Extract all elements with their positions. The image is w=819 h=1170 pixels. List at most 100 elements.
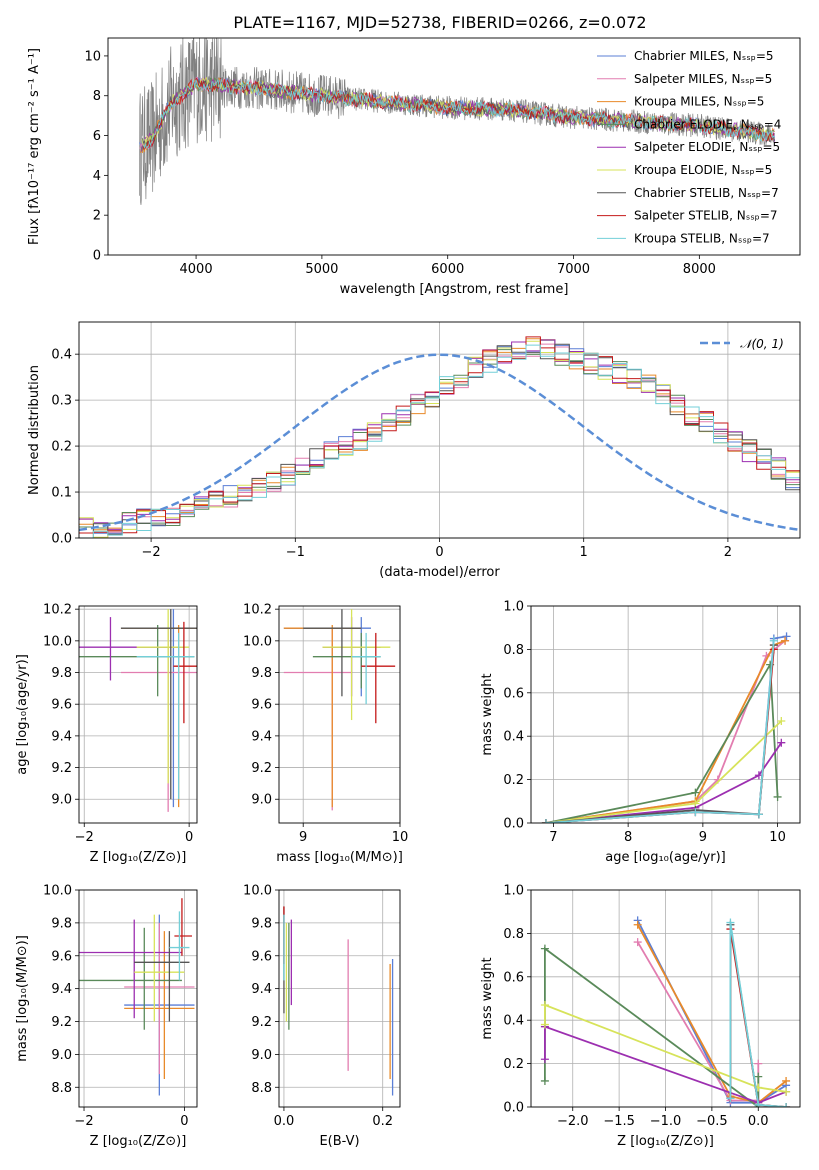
y-tick-label: 9.2 — [51, 1015, 72, 1030]
histogram-3 — [79, 339, 800, 529]
series-line-8 — [545, 640, 775, 823]
y-axis-label: age [log₁₀(age/yr)] — [15, 654, 30, 775]
y-tick-label: 0.8 — [503, 643, 524, 658]
series-marker-3 — [540, 944, 549, 953]
x-axis-label: age [log₁₀(age/yr)] — [605, 850, 726, 865]
x-tick-label: 0 — [435, 545, 443, 560]
series-marker-8 — [726, 918, 735, 927]
axes-frame — [78, 889, 198, 1108]
histogram-7 — [79, 336, 800, 534]
series-line-2 — [636, 924, 787, 1104]
series-marker-3 — [540, 1076, 549, 1085]
y-tick-label: 0.8 — [503, 927, 524, 942]
x-tick-label: −1.0 — [650, 1114, 682, 1129]
series-marker-4 — [540, 1055, 549, 1064]
y-tick-label: 9.0 — [51, 1048, 72, 1063]
histogram-8 — [79, 344, 800, 538]
x-tick-label: 7000 — [557, 262, 590, 277]
y-tick-label: 10.0 — [243, 884, 272, 899]
y-tick-label: 9.2 — [51, 761, 72, 776]
y-tick-label: 0.6 — [503, 970, 524, 985]
axes-frame — [78, 321, 801, 539]
series-marker-1 — [633, 938, 642, 947]
series-line-4 — [545, 742, 783, 823]
plot-area — [79, 336, 800, 538]
histogram-2 — [79, 338, 800, 531]
plot-area — [283, 609, 396, 811]
series-line-4 — [544, 1025, 787, 1104]
x-tick-label: −2 — [75, 830, 94, 845]
axes-frame — [278, 889, 401, 1108]
y-tick-label: 9.8 — [51, 916, 72, 931]
y-tick-label: 0.0 — [503, 1101, 524, 1116]
panel-age-vs-mass: 9 10 9.0 9.2 9.4 9.6 9.8 10.0 10.2 mass [log₁₀(M/… — [243, 603, 408, 865]
series-marker-8 — [769, 636, 778, 645]
legend-label-1: Salpeter MILES, Nₛₛₚ=5 — [634, 72, 772, 86]
spectrum-legend: Chabrier MILES, Nₛₛₚ=5 Salpeter MILES, Nₛ… — [597, 49, 781, 245]
legend-label-7: Salpeter STELIB, Nₛₛₚ=7 — [634, 209, 778, 223]
series-marker-3 — [691, 788, 700, 797]
axes-frame — [78, 605, 198, 824]
x-axis-label: wavelength [Angstrom, rest frame] — [340, 282, 569, 297]
y-tick-label: 9.6 — [51, 698, 72, 713]
x-tick-label: −2.0 — [557, 1114, 589, 1129]
legend-label-2: Kroupa MILES, Nₛₛₚ=5 — [634, 95, 764, 109]
x-tick-label: 5000 — [305, 262, 338, 277]
x-tick-label: 8 — [624, 830, 632, 845]
histogram-1 — [79, 343, 800, 538]
x-tick-label: −1 — [286, 545, 305, 560]
x-tick-label: 10 — [392, 830, 409, 845]
x-tick-label: 4000 — [180, 262, 213, 277]
series-marker-2 — [781, 636, 790, 645]
normal-curve — [79, 353, 800, 532]
series-marker-4 — [777, 738, 786, 747]
axes-frame — [530, 889, 801, 1108]
series-line-1 — [545, 640, 786, 823]
series-marker-5 — [540, 1020, 549, 1029]
y-tick-label: 9.2 — [251, 761, 272, 776]
y-tick-label: 9.0 — [251, 793, 272, 808]
series-line-0 — [545, 635, 787, 823]
y-tick-label: 9.0 — [51, 793, 72, 808]
y-tick-label: 9.8 — [251, 916, 272, 931]
legend-normal-label: 𝒩(0, 1) — [740, 337, 784, 351]
y-tick-label: 9.4 — [51, 982, 72, 997]
x-tick-label: 9 — [299, 830, 307, 845]
x-axis-label: E(B-V) — [319, 1134, 359, 1149]
panel-age-vs-Z: −2 0 9.0 9.2 9.4 9.6 9.8 10.0 10.2 Z [log₁₀(Z/Z⊙)… — [15, 603, 198, 865]
plot-area — [283, 906, 394, 1096]
y-tick-label: 10.2 — [243, 603, 272, 618]
legend-label-4: Salpeter ELODIE, Nₛₛₚ=5 — [634, 140, 780, 154]
legend-label-0: Chabrier MILES, Nₛₛₚ=5 — [634, 49, 774, 63]
plot-area — [139, 38, 776, 205]
plot-area — [79, 898, 195, 1096]
y-tick-label: 0.2 — [503, 773, 524, 788]
x-tick-label: 6000 — [431, 262, 464, 277]
model-spectrum-7 — [142, 77, 775, 150]
y-axis-label: mass weight — [480, 957, 495, 1039]
y-tick-label: 9.4 — [251, 729, 272, 744]
y-tick-label: 6 — [93, 129, 101, 144]
series-line-1 — [636, 941, 760, 1102]
y-tick-label: 0.1 — [51, 486, 72, 501]
y-tick-label: 0.0 — [503, 817, 524, 832]
plot-area — [540, 916, 791, 1107]
x-tick-label: −2 — [142, 545, 161, 560]
axes-frame — [107, 37, 801, 256]
x-tick-label: 9 — [699, 830, 707, 845]
y-tick-label: 1.0 — [503, 600, 524, 615]
series-marker-8 — [754, 810, 763, 819]
plot-area — [79, 609, 197, 812]
histogram-4 — [79, 339, 800, 530]
y-tick-label: 0.2 — [51, 440, 72, 455]
series-line-3 — [544, 946, 760, 1107]
y-axis-label: mass weight — [480, 673, 495, 755]
histogram-0 — [79, 339, 800, 538]
x-tick-label: 8000 — [683, 262, 716, 277]
y-tick-label: 9.4 — [51, 729, 72, 744]
y-tick-label: 8 — [93, 89, 101, 104]
y-tick-label: 0.4 — [51, 348, 72, 363]
y-tick-label: 8.8 — [51, 1081, 72, 1096]
series-marker-3 — [754, 1072, 763, 1081]
legend-label-5: Kroupa ELODIE, Nₛₛₚ=5 — [634, 163, 772, 177]
